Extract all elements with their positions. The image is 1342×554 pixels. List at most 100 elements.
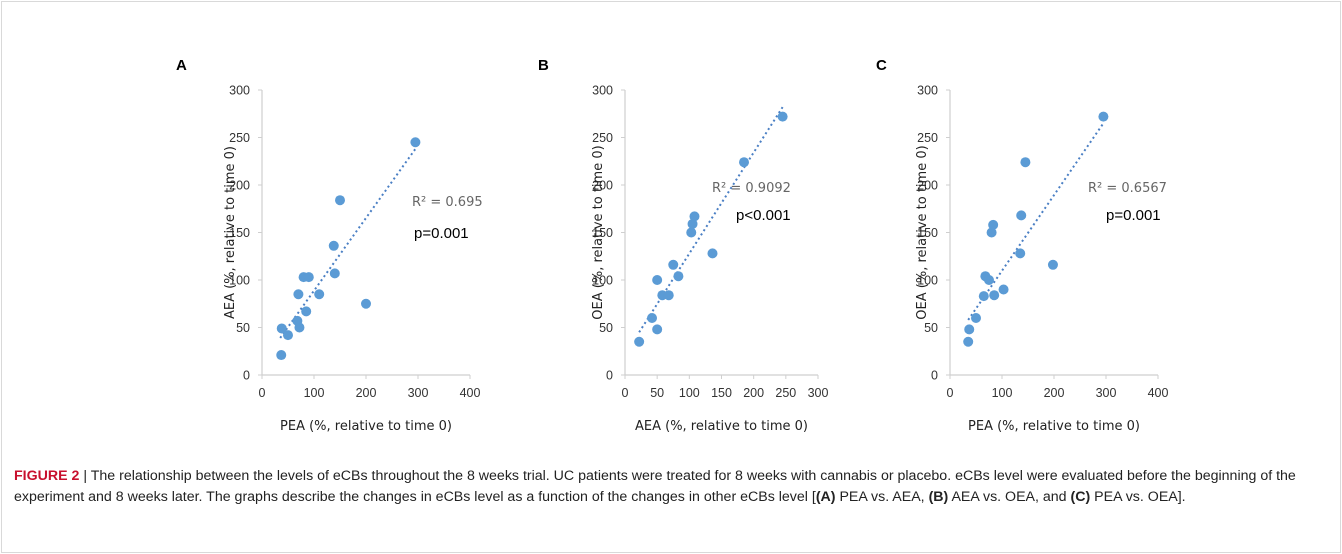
y-tick-label: 0 [931,369,938,383]
data-point [673,271,684,282]
data-point [1016,210,1027,221]
x-tick-label: 300 [408,386,429,400]
y-tick-label: 100 [229,274,250,288]
panel-letter: A [176,57,187,74]
x-tick-label: 0 [259,386,266,400]
data-point [294,322,305,333]
data-point [303,272,314,283]
r-squared-label: R² = 0.9092 [712,181,791,196]
data-point [335,195,345,206]
y-tick-label: 250 [592,131,613,145]
x-tick-label: 100 [992,386,1013,400]
caption-separator: | [79,468,91,484]
y-axis-label: AEA (%, relative to time 0) [223,146,238,319]
data-point [652,275,663,285]
data-point [668,259,679,270]
y-tick-label: 50 [599,321,613,335]
data-point [1020,157,1031,168]
figure-label: FIGURE 2 [14,468,80,484]
data-point [329,268,340,279]
data-point [998,284,1009,295]
y-tick-label: 150 [917,226,938,240]
data-point [652,324,663,335]
data-point [707,248,718,259]
y-tick-label: 0 [243,369,250,383]
y-tick-label: 50 [236,321,250,335]
y-tick-label: 300 [917,84,938,98]
panel-letter: C [876,57,887,74]
data-point [978,291,989,302]
data-point [283,330,293,341]
data-point [647,313,658,323]
data-point [984,275,994,285]
x-tick-label: 0 [947,386,954,400]
data-point [1047,259,1058,270]
data-point [663,290,674,301]
y-tick-label: 150 [592,226,613,240]
p-value-label: p=0.001 [414,225,469,242]
r-squared-label: R² = 0.6567 [1088,181,1167,196]
y-tick-label: 250 [917,131,938,145]
y-tick-label: 0 [606,369,613,383]
x-tick-label: 250 [775,386,796,400]
data-point [276,323,287,334]
x-tick-label: 200 [356,386,377,400]
y-tick-label: 300 [229,84,250,98]
caption-part1: The relationship between the levels of e… [14,468,1296,505]
data-point [328,240,339,251]
scatter-panel-a: A 0 50 100 150 200 250 300 0 100 200 300 400 PEA (%, … [176,57,483,434]
x-tick-label: 400 [1148,386,1169,400]
x-tick-label: 400 [460,386,481,400]
p-value-label: p=0.001 [1106,207,1161,224]
y-tick-label: 200 [229,179,250,193]
y-tick-label: 100 [592,274,613,288]
y-tick-label: 150 [229,226,250,240]
y-tick-label: 200 [917,179,938,193]
caption-a-label: (A) [815,489,836,505]
data-point [687,218,698,229]
x-tick-label: 300 [808,386,829,400]
y-tick-label: 50 [924,321,938,335]
data-point [1098,111,1109,122]
x-tick-label: 50 [650,386,664,400]
x-axis-label: PEA (%, relative to time 0) [280,419,452,434]
x-tick-label: 150 [711,386,732,400]
data-point [964,324,975,335]
y-tick-label: 200 [592,179,613,193]
y-tick-label: 250 [229,131,250,145]
data-point [689,211,700,222]
x-tick-label: 200 [1044,386,1065,400]
y-axis-label: OEA (%, relative to time 0) [915,145,930,319]
caption-b-text: AEA vs. OEA, and [948,489,1071,505]
caption-a-text: PEA vs. AEA, [835,489,929,505]
trendline [967,122,1105,321]
data-point [963,336,974,347]
data-point [686,227,697,238]
r-squared-label: R² = 0.695 [412,195,483,210]
x-axis-label: AEA (%, relative to time 0) [635,419,808,434]
panel-letter: B [538,57,549,74]
caption-c-label: (C) [1070,489,1091,505]
y-tick-label: 100 [917,274,938,288]
data-point [989,290,1000,301]
p-value-label: p<0.001 [736,207,791,224]
data-point [777,111,788,122]
x-tick-label: 0 [622,386,629,400]
data-point [634,336,645,347]
figure-caption: FIGURE 2 | The relationship between the … [14,466,1332,508]
x-tick-label: 100 [304,386,325,400]
data-point [739,157,750,168]
caption-b-label: (B) [928,489,949,505]
data-point [276,350,287,361]
caption-c-text: PEA vs. OEA]. [1090,489,1186,505]
data-point [293,289,304,300]
x-tick-label: 300 [1096,386,1117,400]
x-tick-label: 100 [679,386,700,400]
data-point [314,289,325,300]
data-point [971,313,981,323]
data-point [361,298,371,309]
x-tick-label: 200 [743,386,764,400]
y-tick-label: 300 [592,84,613,98]
x-axis-label: PEA (%, relative to time 0) [968,419,1140,434]
y-axis-label: OEA (%, relative to time 0) [591,145,606,319]
